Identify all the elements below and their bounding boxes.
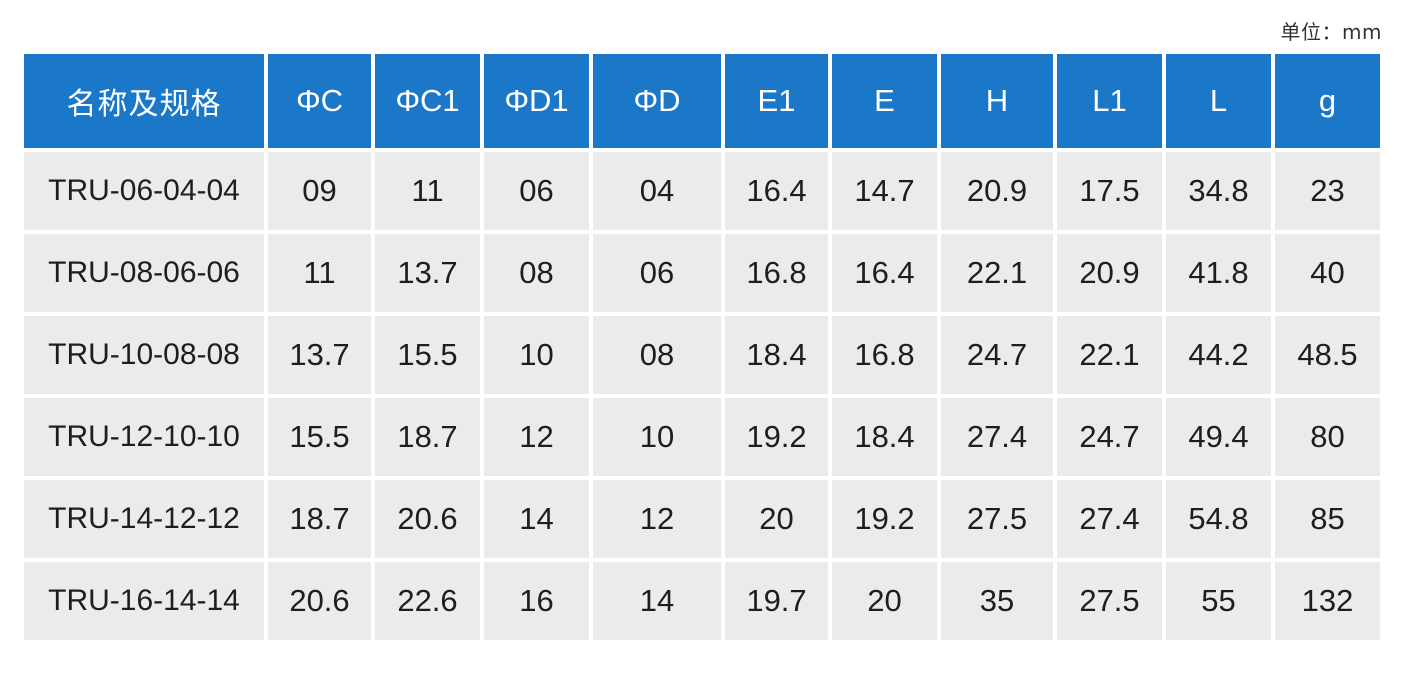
table-cell: 20	[725, 480, 828, 558]
table-cell: 12	[484, 398, 589, 476]
table-cell: 41.8	[1166, 234, 1271, 312]
table-cell: 16.8	[725, 234, 828, 312]
table-cell: 80	[1275, 398, 1380, 476]
table-cell-spec: TRU-08-06-06	[24, 234, 264, 312]
table-cell: 19.2	[832, 480, 937, 558]
spec-table: 名称及规格 ΦC ΦC1 ΦD1 ΦD E1 E H L1 L g TRU-06…	[20, 50, 1384, 644]
table-cell: 18.4	[725, 316, 828, 394]
table-cell: 11	[268, 234, 371, 312]
column-header: ΦC	[268, 54, 371, 148]
column-header: L1	[1057, 54, 1162, 148]
table-cell: 27.5	[1057, 562, 1162, 640]
table-cell: 54.8	[1166, 480, 1271, 558]
table-cell: 10	[484, 316, 589, 394]
table-cell: 44.2	[1166, 316, 1271, 394]
table-cell: 14.7	[832, 152, 937, 230]
table-cell: 22.1	[1057, 316, 1162, 394]
table-cell: 12	[593, 480, 721, 558]
table-cell: 06	[484, 152, 589, 230]
table-cell: 27.4	[1057, 480, 1162, 558]
table-cell: 17.5	[1057, 152, 1162, 230]
column-header: 名称及规格	[24, 54, 264, 148]
table-cell: 09	[268, 152, 371, 230]
table-row: TRU-14-12-12 18.7 20.6 14 12 20 19.2 27.…	[24, 480, 1380, 558]
table-cell: 08	[593, 316, 721, 394]
table-cell-spec: TRU-12-10-10	[24, 398, 264, 476]
table-header-row: 名称及规格 ΦC ΦC1 ΦD1 ΦD E1 E H L1 L g	[24, 54, 1380, 148]
table-cell: 20.9	[941, 152, 1053, 230]
table-cell: 24.7	[1057, 398, 1162, 476]
table-row: TRU-16-14-14 20.6 22.6 16 14 19.7 20 35 …	[24, 562, 1380, 640]
column-header: ΦC1	[375, 54, 480, 148]
column-header: E1	[725, 54, 828, 148]
column-header: E	[832, 54, 937, 148]
table-cell: 24.7	[941, 316, 1053, 394]
table-cell: 18.7	[375, 398, 480, 476]
table-cell: 20.9	[1057, 234, 1162, 312]
table-cell: 35	[941, 562, 1053, 640]
table-row: TRU-12-10-10 15.5 18.7 12 10 19.2 18.4 2…	[24, 398, 1380, 476]
table-cell-spec: TRU-06-04-04	[24, 152, 264, 230]
table-row: TRU-08-06-06 11 13.7 08 06 16.8 16.4 22.…	[24, 234, 1380, 312]
table-cell: 132	[1275, 562, 1380, 640]
table-cell-spec: TRU-14-12-12	[24, 480, 264, 558]
table-row: TRU-06-04-04 09 11 06 04 16.4 14.7 20.9 …	[24, 152, 1380, 230]
table-cell: 13.7	[375, 234, 480, 312]
table-cell: 15.5	[375, 316, 480, 394]
table-cell: 14	[593, 562, 721, 640]
table-cell: 23	[1275, 152, 1380, 230]
table-row: TRU-10-08-08 13.7 15.5 10 08 18.4 16.8 2…	[24, 316, 1380, 394]
table-cell: 16.8	[832, 316, 937, 394]
table-cell: 22.6	[375, 562, 480, 640]
table-cell: 18.4	[832, 398, 937, 476]
table-cell: 04	[593, 152, 721, 230]
table-cell: 27.4	[941, 398, 1053, 476]
table-cell-spec: TRU-16-14-14	[24, 562, 264, 640]
table-cell: 34.8	[1166, 152, 1271, 230]
table-cell: 15.5	[268, 398, 371, 476]
table-cell: 18.7	[268, 480, 371, 558]
table-cell: 16.4	[832, 234, 937, 312]
table-cell: 19.2	[725, 398, 828, 476]
column-header: ΦD	[593, 54, 721, 148]
table-cell: 13.7	[268, 316, 371, 394]
table-cell: 19.7	[725, 562, 828, 640]
table-cell: 48.5	[1275, 316, 1380, 394]
table-cell-spec: TRU-10-08-08	[24, 316, 264, 394]
table-cell: 55	[1166, 562, 1271, 640]
table-cell: 11	[375, 152, 480, 230]
table-cell: 85	[1275, 480, 1380, 558]
column-header: g	[1275, 54, 1380, 148]
column-header: L	[1166, 54, 1271, 148]
table-cell: 16.4	[725, 152, 828, 230]
table-cell: 14	[484, 480, 589, 558]
table-cell: 20.6	[268, 562, 371, 640]
unit-label: 单位：mm	[1280, 20, 1382, 44]
table-cell: 22.1	[941, 234, 1053, 312]
column-header: H	[941, 54, 1053, 148]
table-cell: 16	[484, 562, 589, 640]
column-header: ΦD1	[484, 54, 589, 148]
table-cell: 08	[484, 234, 589, 312]
table-cell: 20.6	[375, 480, 480, 558]
table-cell: 27.5	[941, 480, 1053, 558]
table-cell: 20	[832, 562, 937, 640]
table-cell: 06	[593, 234, 721, 312]
table-cell: 49.4	[1166, 398, 1271, 476]
table-cell: 40	[1275, 234, 1380, 312]
table-cell: 10	[593, 398, 721, 476]
